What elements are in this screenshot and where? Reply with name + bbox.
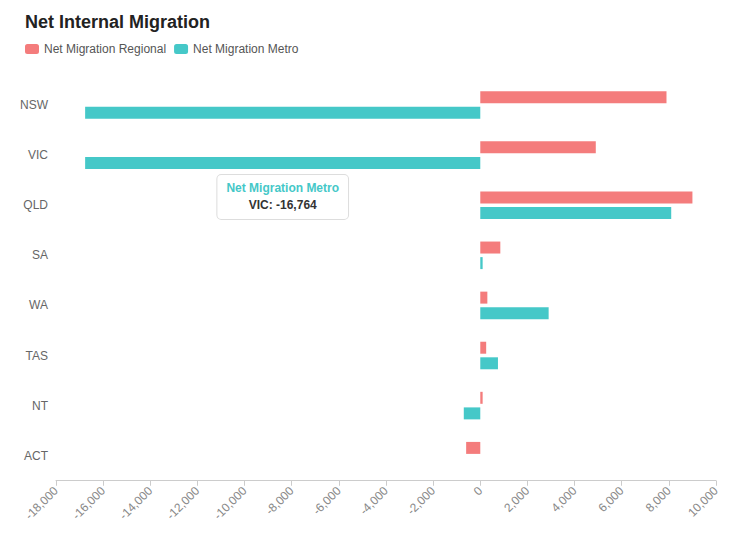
svg-text:Net Migration Metro: Net Migration Metro [226,181,339,195]
svg-text:2,000: 2,000 [501,484,532,515]
svg-text:10,000: 10,000 [685,484,721,520]
svg-text:WA: WA [29,298,48,312]
svg-text:-2,000: -2,000 [404,484,438,518]
svg-text:-14,000: -14,000 [117,484,156,523]
svg-text:Net Internal Migration: Net Internal Migration [25,12,210,32]
svg-text:8,000: 8,000 [643,484,674,515]
svg-text:ACT: ACT [24,449,49,463]
svg-text:-6,000: -6,000 [310,484,344,518]
svg-text:4,000: 4,000 [548,484,579,515]
svg-text:Net Migration Metro: Net Migration Metro [193,42,299,56]
svg-text:VIC: VIC [28,148,48,162]
svg-text:-12,000: -12,000 [164,484,203,523]
svg-text:6,000: 6,000 [596,484,627,515]
svg-text:-16,000: -16,000 [69,484,108,523]
svg-text:VIC: -16,764: VIC: -16,764 [249,198,317,212]
svg-text:NSW: NSW [20,98,49,112]
svg-text:-4,000: -4,000 [357,484,391,518]
svg-text:QLD: QLD [23,198,48,212]
svg-text:-10,000: -10,000 [211,484,250,523]
svg-text:NT: NT [32,399,49,413]
svg-text:Net Migration Regional: Net Migration Regional [44,42,166,56]
svg-text:-18,000: -18,000 [22,484,61,523]
svg-text:0: 0 [471,484,486,499]
svg-text:-8,000: -8,000 [263,484,297,518]
svg-text:TAS: TAS [26,349,48,363]
svg-text:SA: SA [32,248,48,262]
